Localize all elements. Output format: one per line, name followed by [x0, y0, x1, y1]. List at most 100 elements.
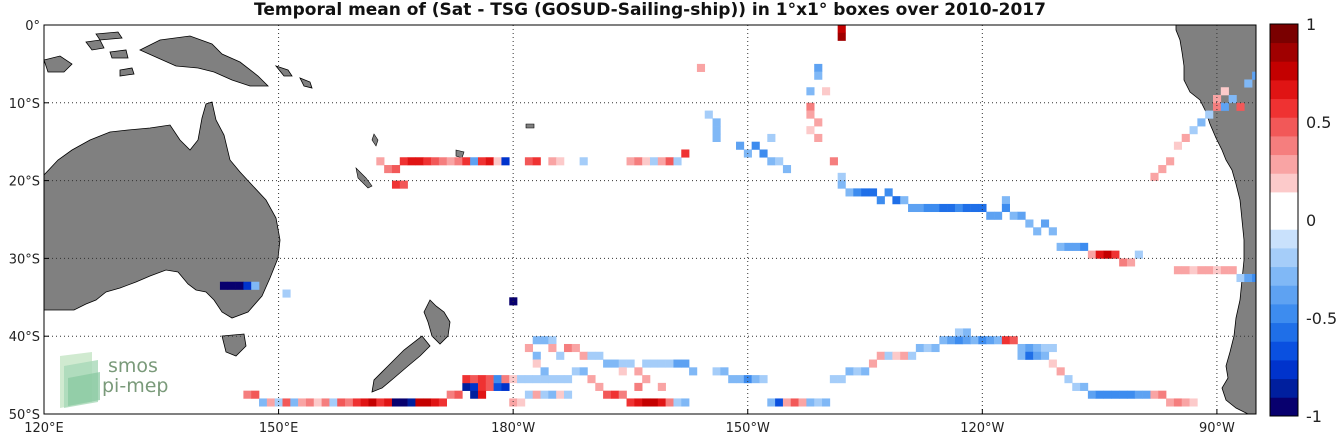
data-cell [673, 359, 682, 368]
y-tick-label: 20°S [9, 175, 40, 190]
data-cell [243, 281, 252, 290]
colorbar: 1 0.5 0 -0.5 -1 [1269, 15, 1337, 426]
data-cell [391, 180, 401, 189]
data-cell [438, 398, 447, 407]
data-cell [477, 375, 487, 384]
data-cell [532, 359, 541, 368]
data-cell [446, 390, 455, 399]
data-cell [939, 203, 948, 213]
data-cell [681, 359, 690, 368]
data-cell [1205, 110, 1214, 119]
data-cell [548, 390, 557, 399]
data-cell [470, 390, 479, 399]
data-cell [853, 188, 862, 197]
colorbar-swatch [1270, 341, 1298, 361]
data-cell [1244, 273, 1253, 283]
data-cell [290, 398, 299, 407]
data-cell [219, 281, 229, 290]
y-tick-label: 30°S [9, 252, 40, 267]
data-cell [806, 87, 815, 96]
data-cell [1315, 64, 1323, 72]
data-cell [1080, 382, 1089, 391]
data-cell [665, 157, 674, 166]
data-cell [954, 328, 964, 337]
y-axis-ticks: 0° 10°S 20°S 30°S 40°S 50°S [9, 19, 49, 423]
colorbar-swatch [1270, 266, 1298, 286]
data-cell [1197, 118, 1206, 127]
data-cell [657, 359, 666, 368]
data-cell [1260, 313, 1268, 321]
data-cell [556, 157, 565, 166]
data-cell [548, 157, 557, 166]
data-cell [376, 398, 385, 407]
data-cell [1064, 375, 1073, 384]
data-cell [868, 188, 878, 197]
data-cell [837, 25, 846, 34]
data-cell [282, 289, 291, 298]
data-cell [462, 375, 471, 384]
data-cell [657, 157, 666, 166]
data-cell [923, 343, 932, 353]
data-cell [477, 390, 487, 399]
data-cell [517, 375, 526, 384]
data-cell [1307, 282, 1315, 290]
data-cell [1040, 351, 1050, 360]
data-cell [563, 375, 573, 384]
data-cell [1220, 266, 1229, 275]
data-cell [610, 390, 620, 399]
data-cell [728, 375, 737, 384]
data-cell [1307, 87, 1315, 95]
data-cell [650, 359, 659, 368]
data-cell [251, 281, 260, 290]
data-cell [501, 382, 510, 391]
data-cell [524, 343, 534, 353]
data-cell [595, 382, 604, 391]
data-cell [595, 351, 604, 360]
colorbar-swatch [1270, 397, 1298, 417]
data-cell [1025, 219, 1034, 228]
colorbar-swatches [1270, 24, 1298, 417]
data-cell [1048, 343, 1057, 353]
data-cell [399, 180, 408, 189]
data-cell [376, 157, 385, 166]
colorbar-swatch [1270, 192, 1298, 212]
data-cell [266, 398, 275, 407]
data-cell [978, 336, 987, 345]
colorbar-ticks: 1 0.5 0 -0.5 -1 [1306, 15, 1337, 426]
data-cell [454, 390, 463, 399]
data-cell [1056, 242, 1065, 251]
data-cell [1025, 343, 1034, 353]
colorbar-swatch [1270, 173, 1298, 193]
data-cell [837, 180, 846, 189]
data-cell [548, 375, 557, 384]
data-cell [1017, 343, 1026, 353]
data-cell [493, 375, 502, 384]
data-cell [900, 351, 909, 360]
data-cell [1212, 102, 1222, 111]
data-cell [454, 157, 463, 166]
data-cell [540, 336, 549, 345]
data-cell [1056, 367, 1065, 376]
data-cell [1095, 390, 1104, 399]
data-cell [868, 359, 878, 368]
data-cell [822, 87, 831, 96]
colorbar-swatch [1270, 210, 1298, 230]
data-cell [806, 398, 815, 407]
data-cell [360, 398, 369, 407]
data-cell [1001, 196, 1010, 205]
land-masses [44, 25, 1256, 414]
data-cell [712, 367, 721, 376]
data-cells [219, 25, 1323, 407]
data-cell [1315, 95, 1323, 103]
data-cell [642, 157, 651, 166]
data-cell [1087, 250, 1097, 259]
data-cell [1197, 266, 1206, 275]
data-cell [384, 165, 393, 174]
colorbar-tick-label: 0 [1306, 211, 1316, 230]
data-cell [759, 375, 768, 384]
data-cell [876, 196, 885, 205]
colorbar-swatch [1270, 322, 1298, 342]
data-cell [642, 359, 651, 368]
data-cell [650, 157, 659, 166]
